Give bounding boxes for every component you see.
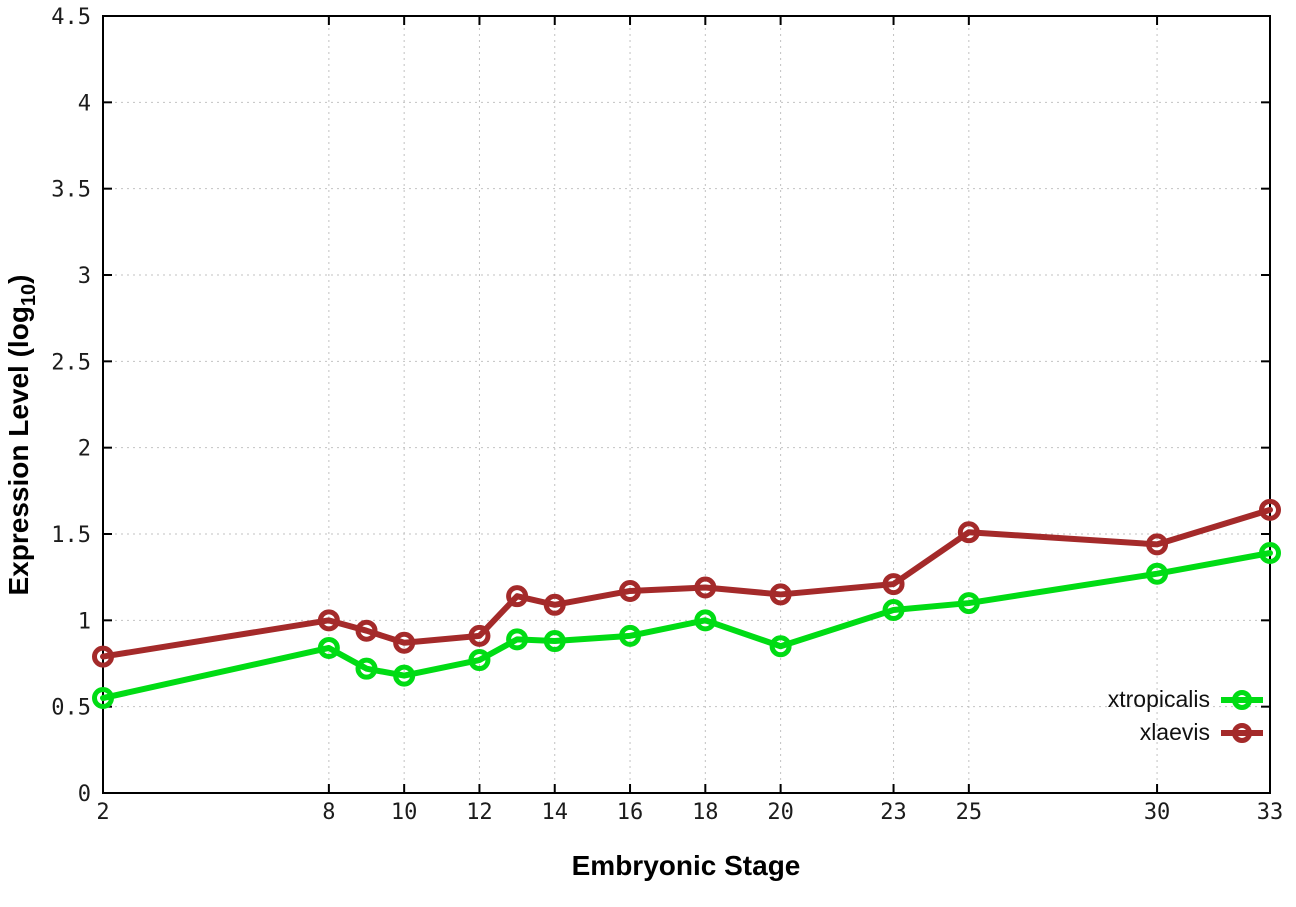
y-tick-label: 0 [78, 782, 91, 807]
xtropicalis-point [619, 624, 642, 647]
xtropicalis-point [1146, 562, 1169, 585]
xlaevis-point [317, 609, 340, 632]
xlaevis-point [393, 631, 416, 654]
y-tick-label: 2.5 [51, 350, 91, 375]
y-tick-label: 1 [78, 609, 91, 634]
x-tick-label: 20 [767, 800, 794, 825]
x-tick-label: 16 [617, 800, 644, 825]
y-tick-label: 4.5 [51, 5, 91, 30]
x-tick-label: 33 [1257, 800, 1284, 825]
x-tick-label: 12 [466, 800, 493, 825]
y-axis-title-subscript: 10 [17, 283, 40, 307]
x-tick-label: 14 [541, 800, 568, 825]
xlaevis-point [957, 521, 980, 544]
xtropicalis-point [355, 657, 378, 680]
xtropicalis-point [694, 609, 717, 632]
xtropicalis-point [468, 649, 491, 672]
y-tick-label: 4 [78, 91, 91, 116]
y-tick-label: 2 [78, 437, 91, 462]
xlaevis-line-marker-icon [1221, 722, 1263, 743]
xtropicalis-point [1259, 541, 1281, 564]
xlaevis-point [619, 579, 642, 602]
xlaevis-point [694, 576, 717, 599]
x-tick-label: 25 [956, 800, 983, 825]
x-tick-label: 8 [322, 800, 335, 825]
legend-item-xlaevis: xlaevis [1108, 716, 1264, 749]
x-tick-label: 23 [880, 800, 907, 825]
xtropicalis-point [92, 687, 114, 710]
xlaevis-point [506, 585, 529, 608]
xtropicalis-point [506, 628, 529, 651]
xlaevis-point [92, 645, 114, 668]
legend-sample-marker [1232, 689, 1252, 710]
xtropicalis-point [317, 636, 340, 659]
xtropicalis-point [957, 592, 980, 615]
legend-label: xlaevis [1139, 719, 1210, 745]
y-axis-title-close: ) [3, 274, 35, 284]
legend: xtropicalis xlaevis [1108, 683, 1264, 749]
legend-label: xtropicalis [1107, 686, 1210, 712]
x-tick-label: 2 [96, 800, 109, 825]
xtropicalis-point [882, 598, 905, 621]
plot-frame [102, 15, 1271, 794]
xtropicalis-line-marker-icon [1221, 689, 1263, 710]
y-axis-title-text: Expression Level (log [3, 306, 35, 596]
legend-item-xtropicalis: xtropicalis [1108, 683, 1264, 716]
legend-sample-marker [1232, 722, 1252, 743]
xlaevis-point [543, 593, 566, 616]
y-tick-label: 3.5 [51, 178, 91, 203]
y-axis-title: Expression Level (log10) [3, 275, 41, 596]
xlaevis-point [882, 573, 905, 596]
xlaevis-point [468, 624, 491, 647]
xlaevis-point [1146, 533, 1169, 556]
y-tick-label: 0.5 [51, 696, 91, 721]
y-tick-label: 1.5 [51, 523, 91, 548]
x-tick-label: 18 [692, 800, 719, 825]
xlaevis-point [1259, 498, 1281, 521]
x-axis-title: Embryonic Stage [571, 850, 801, 881]
xlaevis-point [769, 583, 792, 606]
xlaevis-point [355, 619, 378, 642]
x-tick-label: 30 [1144, 800, 1171, 825]
xtropicalis-point [393, 664, 416, 687]
x-tick-label: 10 [391, 800, 418, 825]
xtropicalis-point [543, 630, 566, 653]
y-tick-label: 3 [78, 264, 91, 289]
xtropicalis-point [769, 635, 792, 658]
